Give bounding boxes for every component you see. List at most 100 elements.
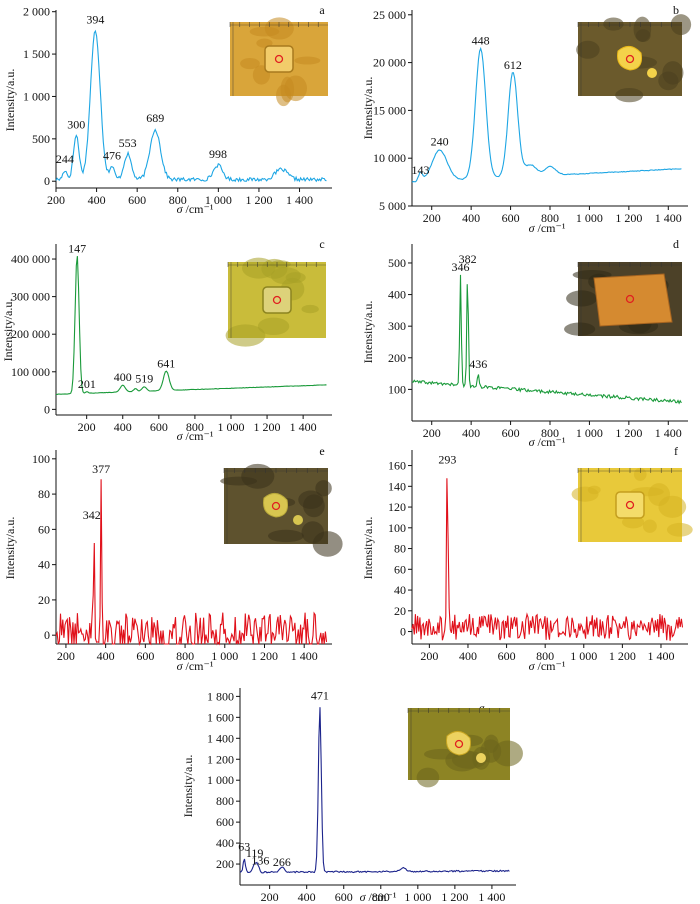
spectrum-line-c: [56, 256, 327, 395]
laser-spot-marker: [454, 739, 464, 749]
x-axis-title: σ /cm⁻¹: [529, 435, 566, 449]
micrograph-inset: [564, 262, 682, 336]
x-tick-label: 1 200: [441, 890, 468, 904]
x-tick-label: 600: [150, 420, 168, 434]
spectrum-line-a: [55, 29, 327, 183]
laser-spot-marker: [272, 295, 282, 305]
x-tick-label: 1 000: [404, 890, 431, 904]
panel-letter: d: [673, 237, 679, 251]
y-tick-label: 100: [388, 521, 406, 535]
x-tick-label: 1 200: [615, 426, 642, 440]
x-tick-label: 1 400: [655, 211, 682, 225]
y-tick-label: 0: [44, 628, 50, 642]
x-tick-label: 1 400: [655, 426, 682, 440]
x-tick-label: 400: [462, 211, 480, 225]
panel-letter: a: [319, 3, 325, 17]
y-axis-title: Intensity/a.u.: [3, 517, 17, 580]
panel-g: 200 400 600 800 1 000 1 200 1 400 200 400 600 800 1…: [181, 688, 523, 904]
peak-label: 436: [469, 357, 487, 371]
x-tick-label: 800: [176, 649, 194, 663]
x-tick-label: 200: [78, 420, 96, 434]
y-tick-label: 0: [400, 625, 406, 639]
peak-label: 476: [103, 149, 121, 163]
y-tick-label: 400 000: [11, 252, 50, 266]
y-axis-title: Intensity/a.u.: [361, 77, 375, 140]
y-tick-label: 120: [388, 500, 406, 514]
panel-b: 200 400 600 800 1 000 1 200 1 400 5 000 10 000 15…: [361, 3, 692, 235]
panel-c: 200 400 600 800 1 000 1 200 1 400 0 100 000 200 0…: [1, 237, 332, 443]
y-axis-title: Intensity/a.u.: [361, 517, 375, 580]
y-tick-label: 1 800: [207, 689, 234, 703]
panel-letter: b: [673, 3, 679, 17]
peak-label: 553: [119, 136, 137, 150]
panel-letter: c: [319, 237, 324, 251]
y-tick-label: 80: [394, 542, 406, 556]
x-tick-label: 1 400: [647, 649, 674, 663]
spectrum-line-e: [55, 479, 328, 646]
x-tick-label: 600: [502, 211, 520, 225]
peak-label: 689: [146, 111, 164, 125]
x-tick-label: 600: [498, 649, 516, 663]
x-tick-label: 800: [186, 420, 204, 434]
x-tick-label: 1 000: [217, 420, 244, 434]
x-tick-label: 400: [114, 420, 132, 434]
peak-label: 471: [311, 689, 329, 703]
y-tick-label: 20: [394, 604, 406, 618]
peak-label: 346: [451, 260, 469, 274]
x-tick-label: 200: [423, 211, 441, 225]
x-tick-label: 1 000: [211, 649, 238, 663]
peak-label: 136: [251, 854, 269, 868]
x-tick-label: 400: [97, 649, 115, 663]
x-tick-label: 1 200: [609, 649, 636, 663]
y-tick-label: 140: [388, 479, 406, 493]
spectrum-line-b: [411, 46, 682, 183]
y-tick-label: 40: [38, 558, 50, 572]
peak-label: 147: [68, 241, 86, 255]
peak-label: 300: [67, 118, 85, 132]
peak-label: 201: [78, 377, 96, 391]
y-tick-label: 1 500: [23, 47, 50, 61]
x-tick-label: 200: [57, 649, 75, 663]
x-axis-title: σ /cm⁻¹: [529, 659, 566, 673]
x-tick-label: 800: [541, 211, 559, 225]
micrograph-inset: [407, 708, 523, 788]
y-tick-label: 0: [44, 402, 50, 416]
y-tick-label: 20 000: [373, 56, 406, 70]
peak-label: 377: [92, 462, 110, 476]
x-tick-label: 800: [541, 426, 559, 440]
x-axis-title: σ /cm⁻¹: [529, 221, 566, 235]
laser-spot-marker: [271, 501, 281, 511]
x-tick-label: 200: [47, 193, 65, 207]
x-tick-label: 1 000: [576, 211, 603, 225]
spectrum-line-d: [411, 274, 682, 405]
y-tick-label: 1 400: [207, 731, 234, 745]
x-tick-label: 200: [423, 426, 441, 440]
y-tick-label: 10 000: [373, 151, 406, 165]
x-tick-label: 1 000: [576, 426, 603, 440]
x-axis-title: σ /cm⁻¹: [360, 890, 397, 904]
y-tick-label: 80: [38, 487, 50, 501]
x-tick-label: 600: [502, 426, 520, 440]
peak-label: 119: [246, 846, 264, 860]
y-tick-label: 0: [44, 174, 50, 188]
x-tick-label: 1 400: [286, 193, 313, 207]
peak-label: 400: [114, 370, 132, 384]
y-tick-label: 100: [388, 382, 406, 396]
y-tick-label: 60: [394, 562, 406, 576]
y-tick-label: 5 000: [379, 199, 406, 213]
y-tick-label: 200: [388, 351, 406, 365]
y-tick-label: 400: [216, 836, 234, 850]
y-tick-label: 15 000: [373, 103, 406, 117]
y-tick-label: 100 000: [11, 365, 50, 379]
peak-label: 394: [86, 13, 104, 27]
y-tick-label: 600: [216, 815, 234, 829]
micrograph-inset: [229, 17, 328, 107]
laser-spot-marker: [274, 54, 284, 64]
x-tick-label: 600: [128, 193, 146, 207]
x-tick-label: 800: [372, 890, 390, 904]
micrograph-inset: [225, 257, 326, 347]
y-tick-label: 500: [388, 256, 406, 270]
x-tick-label: 1 200: [245, 193, 272, 207]
laser-spot-marker: [625, 294, 635, 304]
